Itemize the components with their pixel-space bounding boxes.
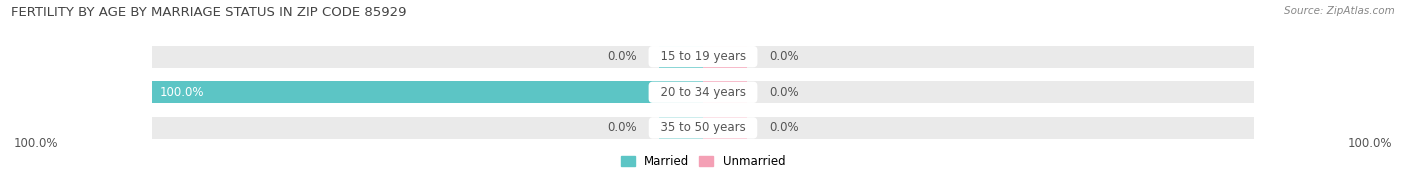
Text: 0.0%: 0.0% [607,50,637,63]
Text: 100.0%: 100.0% [1347,137,1392,150]
Text: 35 to 50 years: 35 to 50 years [652,122,754,134]
Bar [703,117,747,139]
Legend: Married, Unmarried: Married, Unmarried [616,150,790,173]
Bar [659,117,703,139]
Bar [703,81,747,103]
Bar [152,81,1254,103]
Text: 100.0%: 100.0% [160,86,205,99]
Text: 15 to 19 years: 15 to 19 years [652,50,754,63]
Text: 100.0%: 100.0% [14,137,59,150]
Text: 0.0%: 0.0% [769,50,799,63]
Bar [152,81,703,103]
Text: 0.0%: 0.0% [769,122,799,134]
Bar [152,117,1254,139]
Text: 0.0%: 0.0% [607,122,637,134]
Text: Source: ZipAtlas.com: Source: ZipAtlas.com [1284,6,1395,16]
Bar [703,46,747,68]
Text: 20 to 34 years: 20 to 34 years [652,86,754,99]
Text: FERTILITY BY AGE BY MARRIAGE STATUS IN ZIP CODE 85929: FERTILITY BY AGE BY MARRIAGE STATUS IN Z… [11,6,406,19]
Bar [659,46,703,68]
Bar [152,46,1254,68]
Text: 0.0%: 0.0% [769,86,799,99]
